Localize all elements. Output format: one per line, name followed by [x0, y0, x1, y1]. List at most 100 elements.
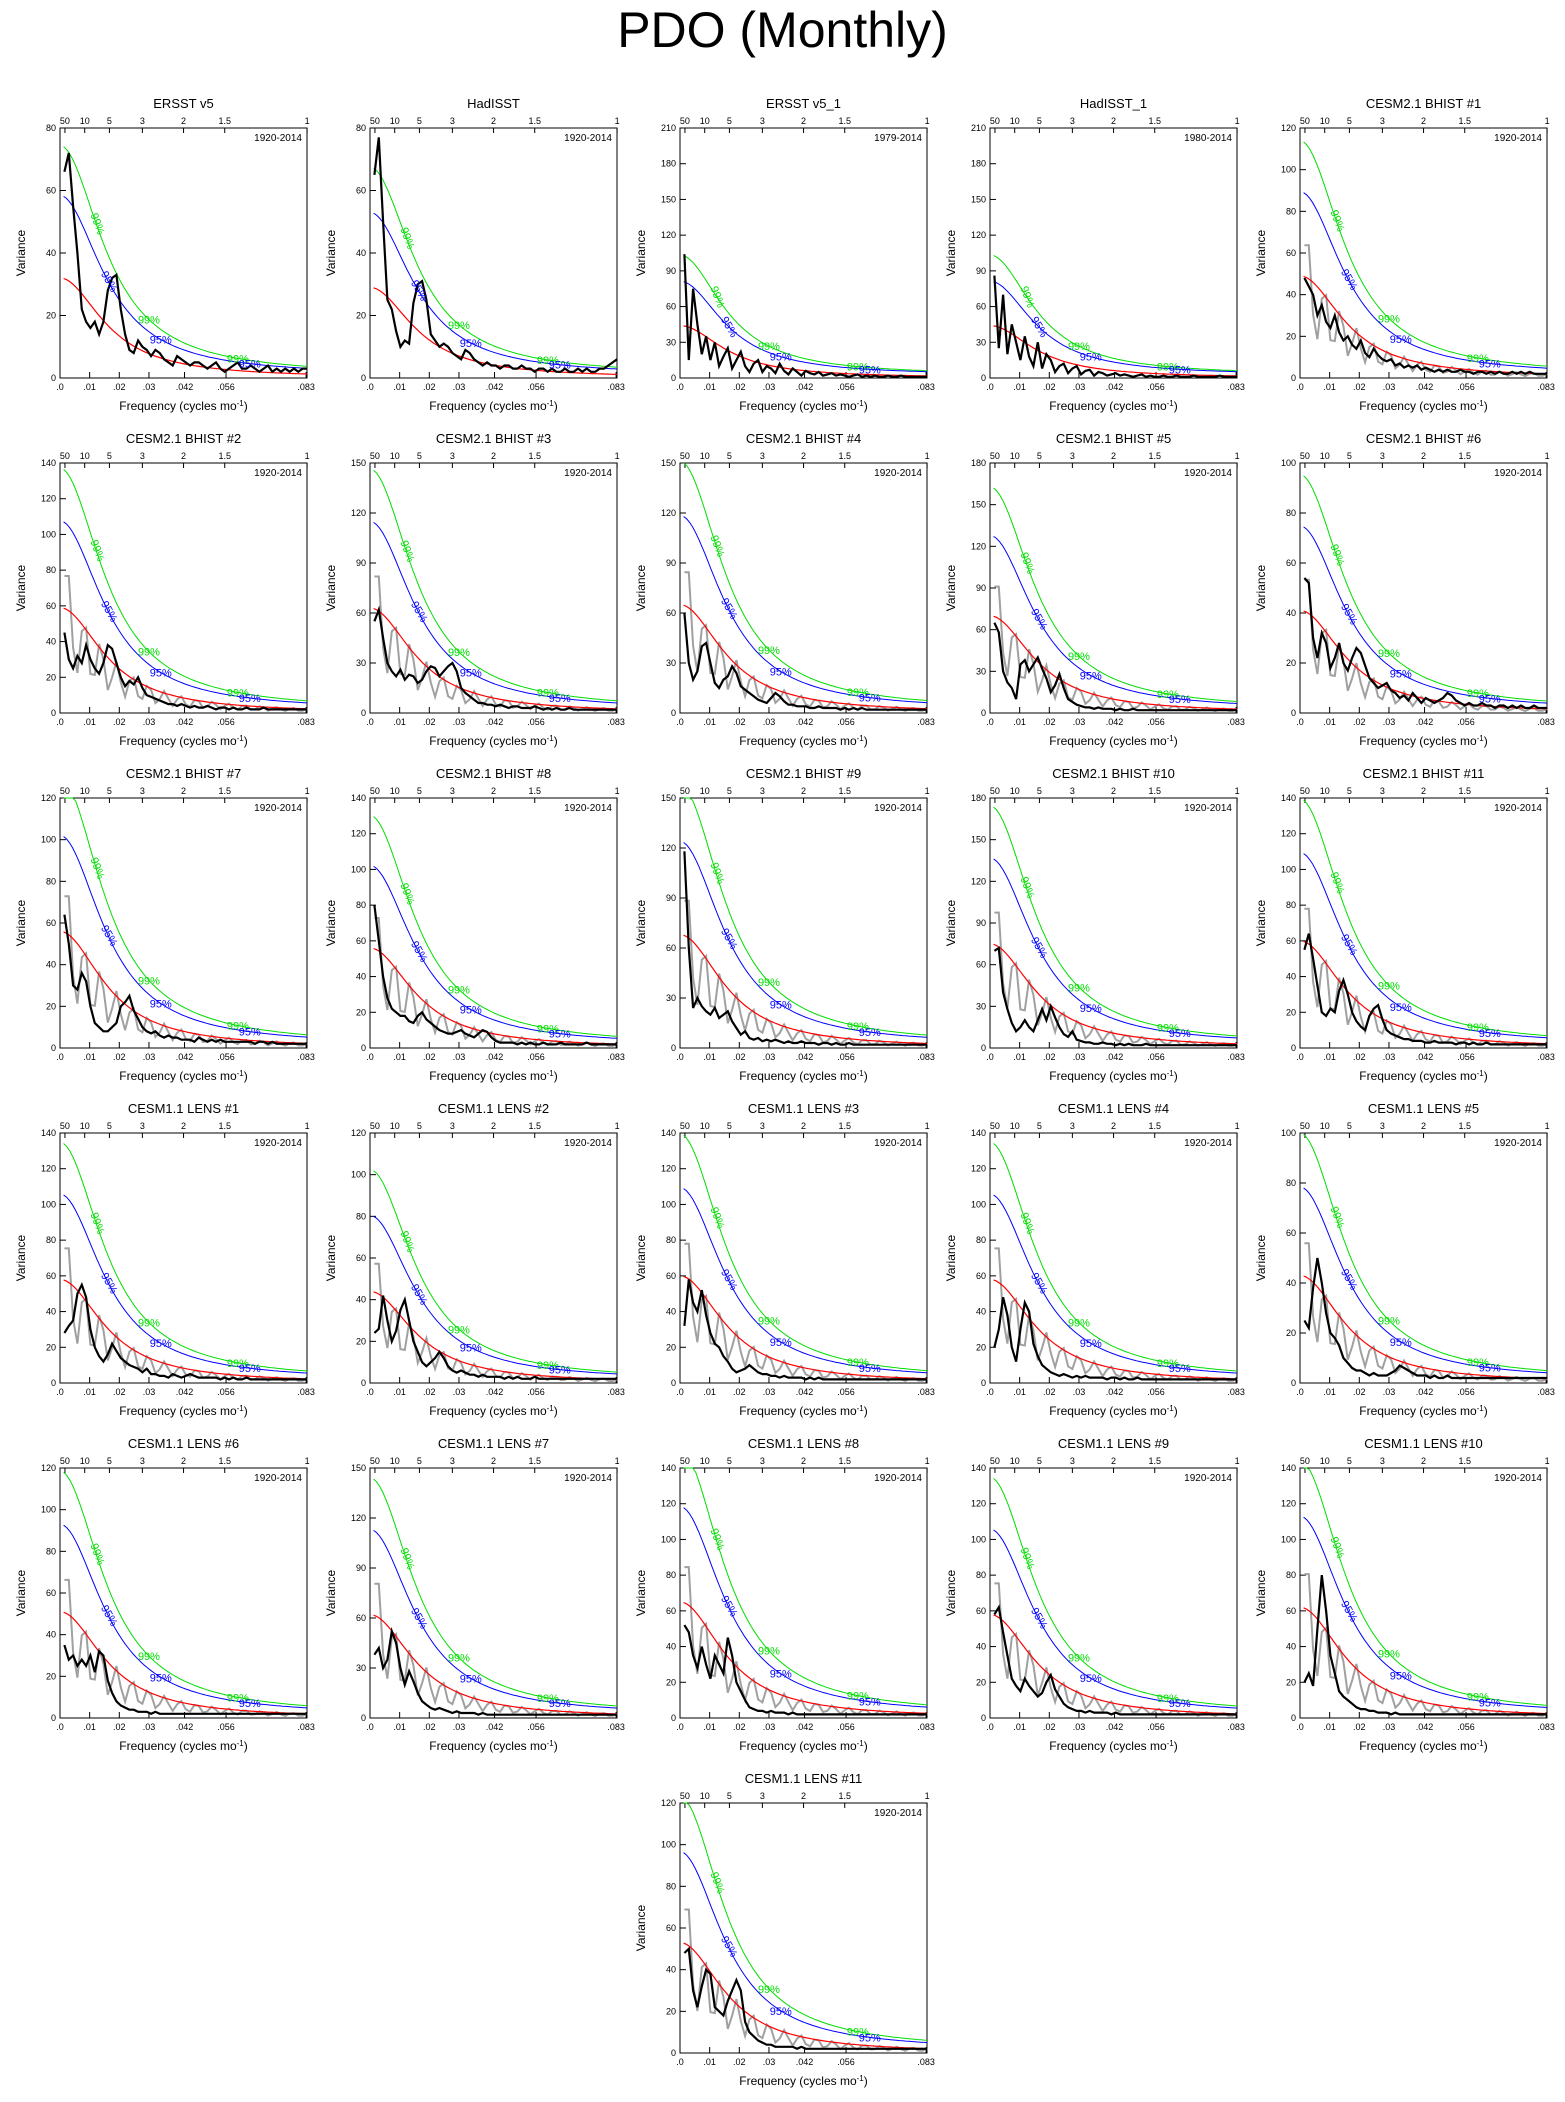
x-tick-label: .083 — [297, 1722, 315, 1732]
x-tick-label: .056 — [1147, 1387, 1165, 1397]
y-tick-label: 20 — [1286, 1677, 1296, 1687]
y-tick-label: 140 — [351, 793, 366, 803]
conf99-line — [1303, 475, 1548, 702]
conf99-label: 99% — [758, 645, 780, 657]
y-tick-label: 40 — [976, 1642, 986, 1652]
y-tick-label: 20 — [666, 1677, 676, 1687]
conf99-line — [63, 1143, 308, 1372]
conf99-label: 99% — [708, 1206, 727, 1231]
plot-frame — [59, 127, 308, 379]
panel-title: CESM1.1 LENS #2 — [438, 1101, 549, 1116]
period-tick-label: 2 — [801, 1456, 806, 1466]
conf95-label: 95% — [549, 360, 571, 372]
reference-spectrum-line — [1304, 578, 1548, 713]
period-tick-label: 3 — [1070, 1456, 1075, 1466]
panel-title: CESM1.1 LENS #6 — [128, 1436, 239, 1451]
spectrum-line — [683, 1946, 927, 2051]
y-tick-label: 20 — [356, 1007, 366, 1017]
spectrum-line — [683, 254, 927, 378]
conf99-line — [683, 1134, 928, 1372]
x-tick-label: .083 — [1227, 382, 1245, 392]
y-tick-label: 60 — [666, 608, 676, 618]
x-tick-label: .042 — [796, 717, 814, 727]
x-tick-label: .03 — [143, 382, 156, 392]
period-tick-label: 1.5 — [838, 116, 851, 126]
conf99-label: 99% — [1157, 1693, 1179, 1705]
panel-6: CESM2.1 BHIST #2 1920-2014 0 20 40 60 80 100 120… — [14, 431, 315, 748]
y-tick-label: 80 — [666, 1570, 676, 1580]
y-tick-label: 120 — [41, 1463, 56, 1473]
conf95-line — [683, 1852, 928, 2044]
y-tick-label: 30 — [666, 993, 676, 1003]
y-tick-label: 90 — [976, 918, 986, 928]
period-label: 1920-2014 — [254, 1138, 302, 1149]
conf99-line — [1303, 799, 1548, 1037]
x-tick-label: .02 — [1353, 1722, 1366, 1732]
red-noise-line — [993, 615, 1238, 710]
y-axis-label: Variance — [944, 564, 958, 611]
x-tick-label: .03 — [453, 382, 466, 392]
y-tick-label: 0 — [981, 1378, 986, 1388]
spectrum-line — [1303, 933, 1547, 1046]
x-tick-label: .01 — [703, 2057, 716, 2067]
x-tick-label: .056 — [1147, 382, 1165, 392]
conf95-label: 95% — [1390, 1671, 1412, 1683]
y-tick-label: 40 — [1286, 1642, 1296, 1652]
x-tick-label: .02 — [1043, 1722, 1056, 1732]
y-tick-label: 0 — [671, 1713, 676, 1723]
period-tick-label: 10 — [80, 1121, 90, 1131]
x-tick-label: .01 — [703, 1722, 716, 1732]
period-tick-label: 2 — [1421, 451, 1426, 461]
panel-9: CESM2.1 BHIST #51920-2014030609012015018… — [944, 431, 1245, 748]
y-tick-label: 100 — [971, 1534, 986, 1544]
y-tick-label: 100 — [41, 835, 56, 845]
conf95-line — [993, 858, 1238, 1039]
y-tick-label: 120 — [971, 1499, 986, 1509]
conf95-label: 95% — [549, 1698, 571, 1710]
period-tick-label: 2 — [491, 1121, 496, 1131]
conf99-line — [993, 1143, 1238, 1372]
panel-title: HadISST_1 — [1080, 96, 1147, 111]
panel-title: CESM1.1 LENS #8 — [748, 1436, 859, 1451]
y-tick-label: 120 — [351, 1128, 366, 1138]
y-tick-label: 150 — [351, 458, 366, 468]
period-label: 1920-2014 — [564, 133, 612, 144]
period-tick-label: 2 — [1111, 1121, 1116, 1131]
conf99-label: 99% — [138, 647, 160, 659]
y-axis-label: Variance — [14, 1569, 28, 1616]
period-tick-label: 50 — [370, 451, 380, 461]
y-tick-label: 180 — [661, 159, 676, 169]
conf99-label: 99% — [1328, 543, 1347, 568]
period-tick-label: 5 — [727, 786, 732, 796]
x-tick-label: .02 — [113, 717, 126, 727]
y-tick-label: 20 — [356, 311, 366, 321]
y-axis-label: Variance — [634, 229, 648, 276]
x-tick-label: .03 — [143, 717, 156, 727]
y-tick-label: 60 — [976, 625, 986, 635]
period-label: 1920-2014 — [1184, 1138, 1232, 1149]
period-tick-label: 2 — [181, 1121, 186, 1131]
x-axis-label: Frequency (cycles mo-1) — [1049, 1739, 1178, 1754]
x-tick-label: .056 — [217, 382, 235, 392]
y-tick-label: 140 — [661, 1463, 676, 1473]
conf99-label: 99% — [398, 882, 417, 907]
conf99-label: 99% — [758, 1646, 780, 1658]
panel-title: CESM2.1 BHIST #10 — [1052, 766, 1175, 781]
panel-4: HadISST_11980-20140306090120150180210.0.… — [944, 96, 1245, 413]
y-tick-label: 120 — [971, 876, 986, 886]
x-axis-label: Frequency (cycles mo-1) — [739, 1069, 868, 1084]
period-label: 1920-2014 — [874, 803, 922, 814]
y-tick-label: 150 — [971, 500, 986, 510]
x-axis-label: Frequency (cycles mo-1) — [739, 399, 868, 414]
red-noise-line — [993, 1279, 1238, 1380]
y-tick-label: 0 — [361, 1378, 366, 1388]
x-axis-label: Frequency (cycles mo-1) — [429, 399, 558, 414]
x-tick-label: .083 — [917, 2057, 935, 2067]
plot-frame — [989, 462, 1238, 714]
x-tick-label: .042 — [1106, 1387, 1124, 1397]
spectrum-line — [1303, 1257, 1547, 1380]
period-tick-label: 50 — [1300, 1121, 1310, 1131]
y-axis-label: Variance — [944, 229, 958, 276]
x-tick-label: .03 — [453, 1052, 466, 1062]
spectrum-line — [993, 622, 1237, 712]
